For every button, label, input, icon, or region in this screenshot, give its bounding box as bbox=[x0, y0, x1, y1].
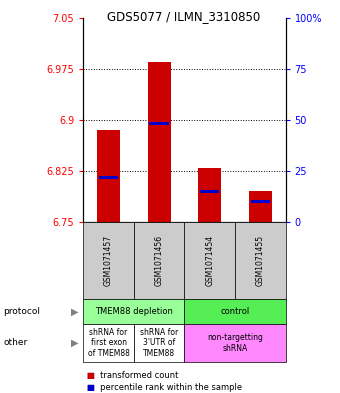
Bar bbox=[200, 190, 219, 193]
Text: ▶: ▶ bbox=[71, 338, 79, 348]
Text: GSM1071454: GSM1071454 bbox=[205, 235, 214, 286]
Text: shRNA for
first exon
of TMEM88: shRNA for first exon of TMEM88 bbox=[88, 328, 130, 358]
Text: ■  transformed count: ■ transformed count bbox=[87, 371, 178, 380]
Bar bbox=[251, 200, 270, 203]
Bar bbox=[198, 167, 221, 222]
Text: TMEM88 depletion: TMEM88 depletion bbox=[95, 307, 173, 316]
Text: other: other bbox=[3, 338, 28, 347]
Text: ■  percentile rank within the sample: ■ percentile rank within the sample bbox=[87, 383, 242, 391]
Bar bbox=[99, 176, 118, 179]
Text: ■: ■ bbox=[87, 371, 95, 380]
Text: ■: ■ bbox=[87, 383, 95, 391]
Bar bbox=[249, 191, 272, 222]
Text: non-targetting
shRNA: non-targetting shRNA bbox=[207, 333, 263, 353]
Bar bbox=[150, 122, 169, 125]
Text: GSM1071456: GSM1071456 bbox=[155, 235, 164, 286]
Text: GSM1071457: GSM1071457 bbox=[104, 235, 113, 286]
Bar bbox=[97, 130, 120, 222]
Text: GDS5077 / ILMN_3310850: GDS5077 / ILMN_3310850 bbox=[107, 10, 260, 23]
Text: shRNA for
3'UTR of
TMEM88: shRNA for 3'UTR of TMEM88 bbox=[140, 328, 178, 358]
Text: GSM1071455: GSM1071455 bbox=[256, 235, 265, 286]
Text: ▶: ▶ bbox=[71, 307, 79, 316]
Bar bbox=[148, 62, 171, 222]
Text: control: control bbox=[220, 307, 250, 316]
Text: protocol: protocol bbox=[3, 307, 40, 316]
